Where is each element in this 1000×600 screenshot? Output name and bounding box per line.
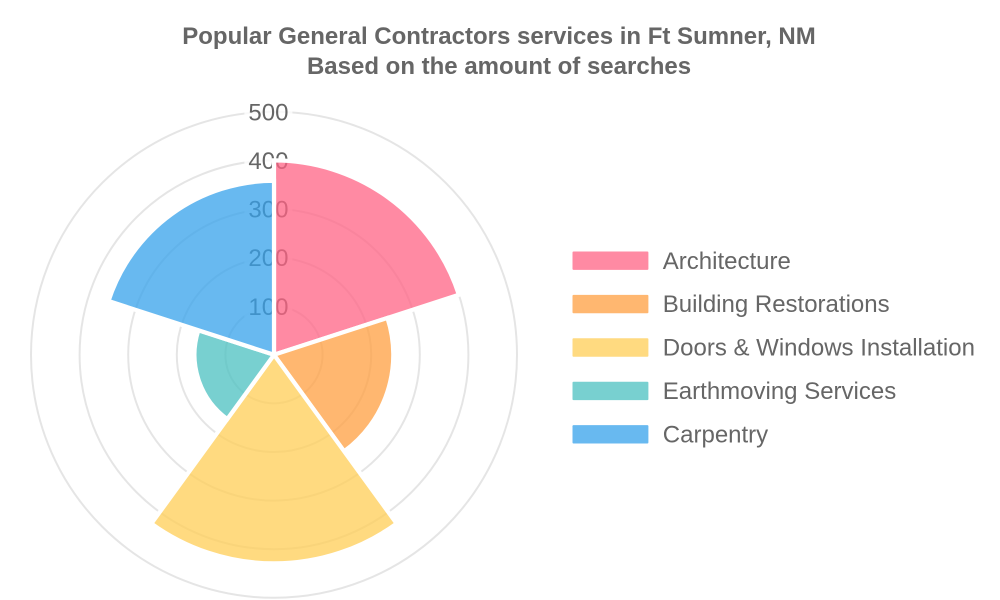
- svg-text:Carpentry: Carpentry: [663, 421, 768, 448]
- svg-text:500: 500: [248, 99, 288, 126]
- svg-text:Popular General Contractors se: Popular General Contractors services in …: [182, 23, 816, 50]
- svg-text:Architecture: Architecture: [663, 248, 791, 275]
- svg-text:Building Restorations: Building Restorations: [663, 291, 890, 318]
- svg-text:Doors & Windows Installation: Doors & Windows Installation: [663, 335, 975, 362]
- svg-text:Earthmoving Services: Earthmoving Services: [663, 378, 896, 405]
- svg-text:Based on the amount of searche: Based on the amount of searches: [307, 53, 691, 80]
